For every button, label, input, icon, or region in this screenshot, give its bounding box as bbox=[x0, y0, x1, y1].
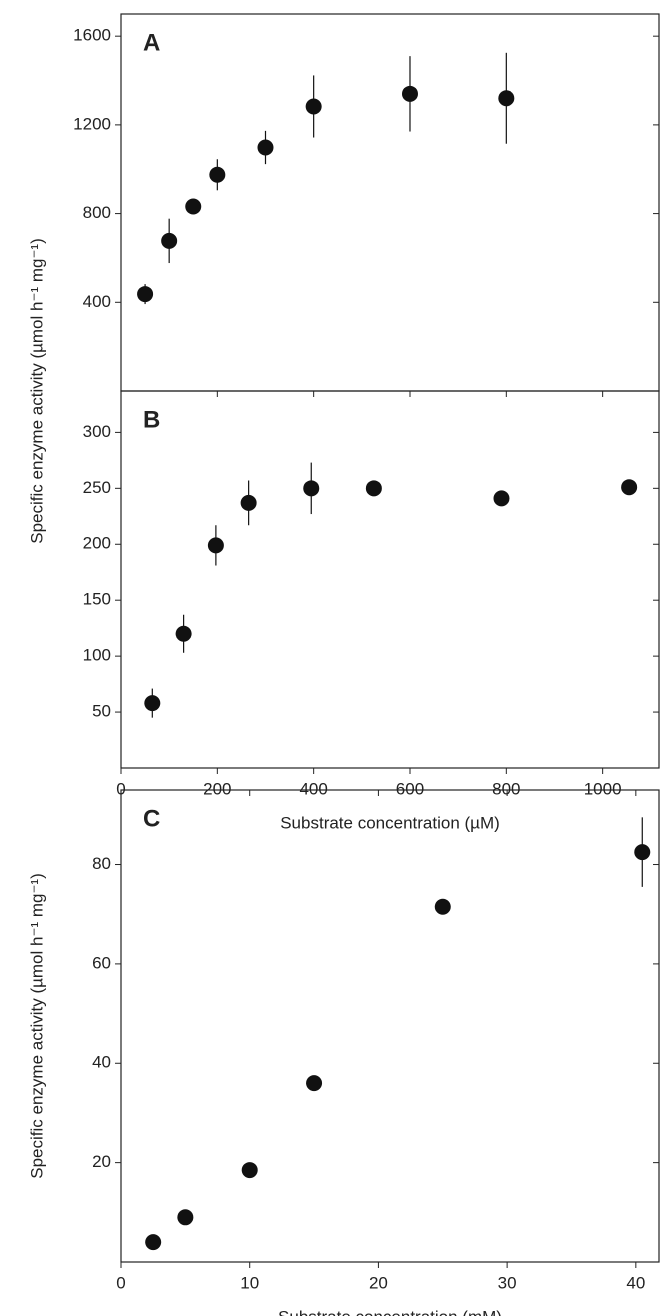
data-point bbox=[175, 625, 192, 642]
x-tick-label: 30 bbox=[498, 1273, 517, 1292]
x-axis-label: Substrate concentration (mM) bbox=[278, 1307, 502, 1316]
y-tick-label: 60 bbox=[92, 953, 111, 972]
plot-frame bbox=[120, 390, 660, 769]
y-tick-label: 1200 bbox=[73, 114, 111, 133]
x-tick-label: 10 bbox=[240, 1273, 259, 1292]
data-point bbox=[365, 480, 382, 497]
x-tick-label: 40 bbox=[626, 1273, 645, 1292]
panel-label: A bbox=[143, 29, 160, 56]
data-point bbox=[303, 480, 320, 497]
data-point bbox=[145, 1234, 162, 1251]
x-tick-label: 200 bbox=[203, 779, 231, 798]
data-point bbox=[401, 85, 418, 102]
x-tick-label: 0 bbox=[116, 779, 125, 798]
y-axis-label: Specific enzyme activity (µmol h⁻¹ mg⁻¹) bbox=[27, 238, 46, 543]
data-point bbox=[305, 98, 322, 115]
y-tick-label: 80 bbox=[92, 854, 111, 873]
y-tick-label: 150 bbox=[83, 590, 111, 609]
y-tick-label: 20 bbox=[92, 1152, 111, 1171]
data-point bbox=[207, 537, 224, 554]
data-point bbox=[621, 479, 638, 496]
panel-label: C bbox=[143, 805, 160, 832]
data-point bbox=[137, 286, 154, 303]
data-point bbox=[498, 90, 515, 107]
y-tick-label: 200 bbox=[83, 534, 111, 553]
data-point bbox=[434, 898, 451, 915]
plot-frame bbox=[120, 789, 660, 1263]
data-point bbox=[493, 490, 510, 507]
y-tick-label: 40 bbox=[92, 1053, 111, 1072]
data-point bbox=[161, 232, 178, 249]
data-point bbox=[185, 198, 202, 215]
y-axis-label: Specific enzyme activity (µmol h⁻¹ mg⁻¹) bbox=[27, 873, 46, 1178]
x-tick-label: 0 bbox=[116, 1273, 125, 1292]
panel-label: B bbox=[143, 406, 160, 433]
data-point bbox=[240, 494, 257, 511]
data-point bbox=[257, 139, 274, 156]
y-tick-label: 400 bbox=[83, 292, 111, 311]
plot-frame bbox=[120, 13, 660, 392]
x-axis-label: Substrate concentration (µM) bbox=[280, 813, 500, 832]
y-tick-label: 1600 bbox=[73, 26, 111, 45]
y-tick-label: 50 bbox=[92, 702, 111, 721]
x-tick-label: 400 bbox=[299, 779, 327, 798]
data-point bbox=[241, 1162, 258, 1179]
data-point bbox=[634, 844, 651, 861]
y-tick-label: 300 bbox=[83, 422, 111, 441]
x-tick-label: 600 bbox=[396, 779, 424, 798]
x-tick-label: 1000 bbox=[584, 779, 622, 798]
data-point bbox=[306, 1075, 323, 1092]
x-tick-label: 20 bbox=[369, 1273, 388, 1292]
y-tick-label: 250 bbox=[83, 478, 111, 497]
data-point bbox=[144, 695, 161, 712]
data-point bbox=[177, 1209, 194, 1226]
x-tick-label: 800 bbox=[492, 779, 520, 798]
y-tick-label: 800 bbox=[83, 203, 111, 222]
y-tick-label: 100 bbox=[83, 646, 111, 665]
data-point bbox=[209, 166, 226, 183]
